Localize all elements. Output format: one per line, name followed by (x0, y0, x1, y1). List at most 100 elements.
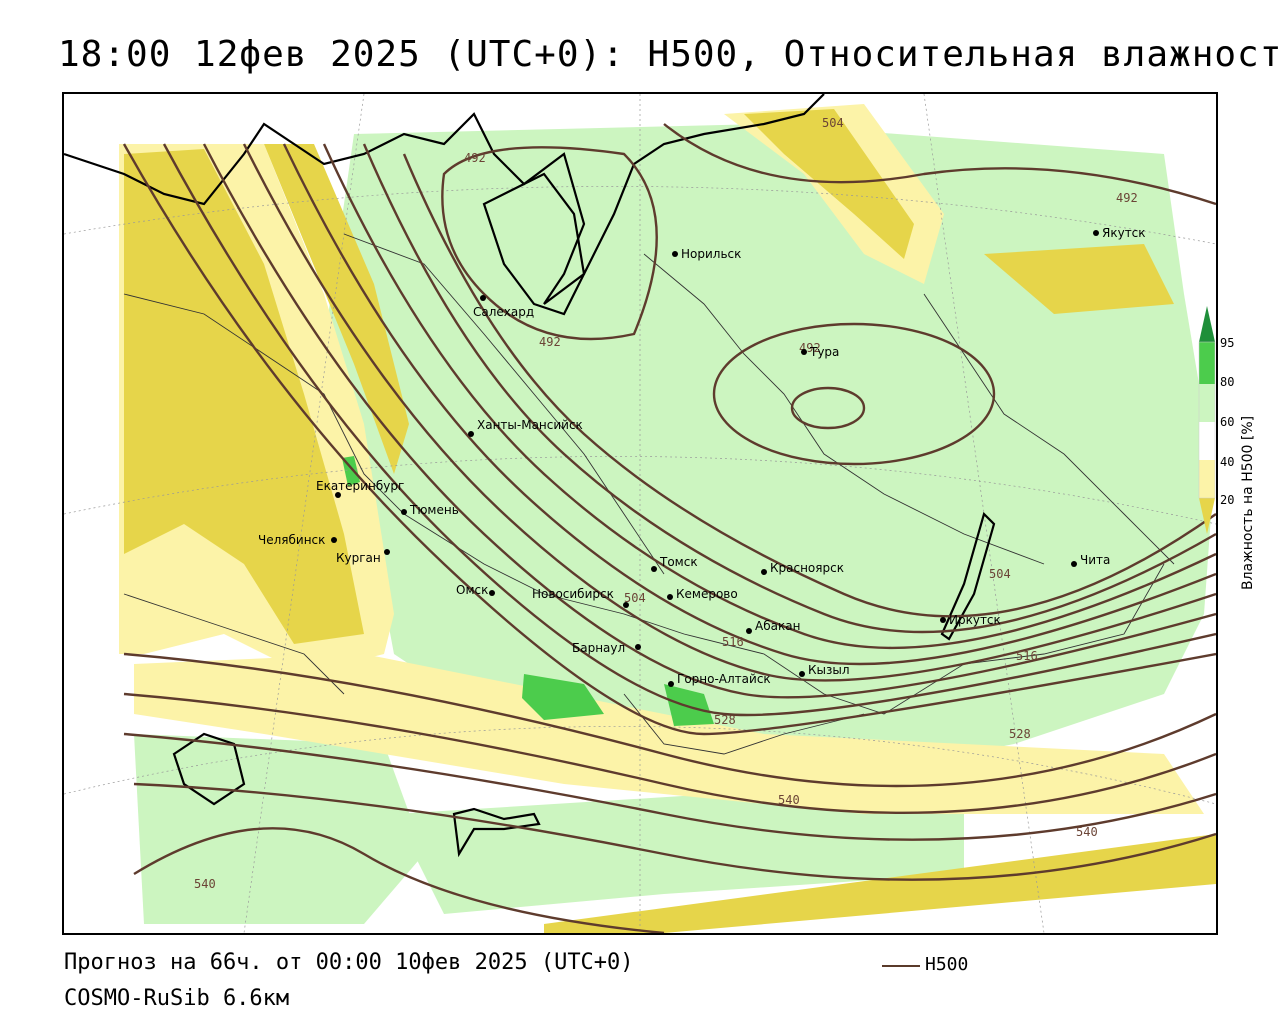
h500-contour (123, 652, 1216, 788)
city-marker (401, 509, 407, 515)
colorbar-top-arrow (1199, 306, 1215, 342)
city-label: Тюмень (409, 503, 459, 517)
h500-north-low (441, 146, 658, 341)
city-label: Ханты-Мансийск (477, 418, 583, 432)
contour-label: 528 (714, 713, 736, 727)
colorbar-title: Влажность на H500 [%] (1240, 415, 1256, 590)
colorbar-tick: 20 (1220, 493, 1234, 507)
city-marker (668, 681, 674, 687)
city-marker (384, 549, 390, 555)
h500-low-center (790, 386, 866, 430)
city-label: Омск (456, 583, 488, 597)
city-label: Красноярск (770, 561, 844, 575)
chart-title: 18:00 12фев 2025 (UTC+0): H500, Относите… (58, 34, 1280, 75)
city-marker (672, 251, 678, 257)
humidity-dark-yellow-west (124, 149, 364, 644)
h500-contour (402, 153, 1216, 618)
city-marker (761, 569, 767, 575)
contour-label: 492 (539, 335, 561, 349)
h500-contour (202, 143, 1216, 699)
city-marker (623, 602, 629, 608)
h500-contour (282, 143, 1216, 666)
contour-label: 504 (989, 567, 1011, 581)
h500-contour (123, 732, 1216, 841)
city-marker (489, 590, 495, 596)
baikal-lake (940, 511, 996, 641)
contour-label: 492 (1116, 191, 1138, 205)
city-label: Екатеринбург (316, 479, 404, 493)
h500-contour (133, 827, 665, 933)
city-label: Чита (1080, 553, 1110, 567)
colorbar-bottom-arrow (1199, 498, 1215, 534)
map-canvas: 492 504 492 492 492 504 504 516 516 528 … (64, 94, 1216, 933)
contour-label: 540 (1076, 825, 1098, 839)
humidity-colorbar: 95 80 60 40 20 (1198, 306, 1234, 534)
humidity-green-spot-altai (522, 674, 604, 720)
h500-contours (122, 123, 1216, 933)
h500-legend-line (882, 965, 920, 967)
city-label: Якутск (1102, 226, 1146, 240)
balkhash-lake (452, 807, 541, 858)
aral-sea (172, 732, 246, 806)
city-label: Иркутск (949, 613, 1001, 627)
colorbar-tick: 80 (1220, 375, 1234, 389)
city-marker (331, 537, 337, 543)
colorbar-segment-dark-green (1199, 342, 1215, 384)
city-marker (1093, 230, 1099, 236)
contour-label: 516 (1016, 649, 1038, 663)
city-marker (335, 492, 341, 498)
colorbar-segment-light-yellow (1199, 460, 1215, 498)
h500-contour (322, 143, 1216, 650)
h500-contour (133, 782, 1216, 881)
contour-label: 540 (778, 793, 800, 807)
humidity-yellow-bottom-band (544, 834, 1216, 933)
city-label: Новосибирск (532, 587, 614, 601)
city-marker (651, 566, 657, 572)
city-label: Салехард (473, 305, 534, 319)
city-label: Абакан (755, 619, 800, 633)
contour-label: 528 (1009, 727, 1031, 741)
city-marker (480, 295, 486, 301)
h500-legend-label: H500 (925, 954, 969, 975)
city-label: Томск (659, 555, 698, 569)
contour-label: 516 (722, 635, 744, 649)
city-marker (667, 594, 673, 600)
city-label: Тура (809, 345, 839, 359)
h500-low-ring (712, 322, 996, 466)
city-label: Барнаул (572, 641, 625, 655)
h500-north-contour (663, 123, 1216, 206)
city-label: Челябинск (258, 533, 325, 547)
h500-contour (122, 143, 1216, 736)
city-marker (801, 349, 807, 355)
city-label: Кемерово (676, 587, 738, 601)
h500-contour (162, 143, 1216, 717)
city-marker (468, 431, 474, 437)
colorbar-segment-white (1199, 422, 1215, 460)
yamal-peninsula (482, 172, 586, 316)
humidity-field (119, 104, 1216, 933)
contour-label: 492 (464, 151, 486, 165)
city-label: Курган (336, 551, 381, 565)
contour-label: 504 (624, 591, 646, 605)
h500-contour (242, 143, 1216, 682)
colorbar-tick: 95 (1220, 336, 1234, 350)
city-marker (940, 617, 946, 623)
city-label: Норильск (681, 247, 741, 261)
city-label: Кызыл (808, 663, 850, 677)
city-label: Горно-Алтайск (677, 672, 771, 686)
contour-label: 540 (194, 877, 216, 891)
colorbar-segment-light-green (1199, 384, 1215, 422)
h500-contour (123, 692, 1216, 815)
cities: Норильск Якутск Салехард Тура Ханты-Манс… (258, 226, 1146, 687)
humidity-dark-yellow-nne (744, 109, 914, 259)
humidity-green-spot-altai-2 (664, 684, 714, 726)
model-name: COSMO-RuSib 6.6км (64, 986, 290, 1011)
forecast-info: Прогноз на 66ч. от 00:00 10фев 2025 (UTC… (64, 950, 634, 975)
colorbar-tick: 40 (1220, 455, 1234, 469)
map-frame[interactable]: 492 504 492 492 492 504 504 516 516 528 … (62, 92, 1218, 935)
city-marker (746, 628, 752, 634)
h500-contour (362, 143, 1216, 634)
colorbar-tick: 60 (1220, 415, 1234, 429)
city-marker (799, 671, 805, 677)
humidity-yellow-east (984, 244, 1174, 314)
